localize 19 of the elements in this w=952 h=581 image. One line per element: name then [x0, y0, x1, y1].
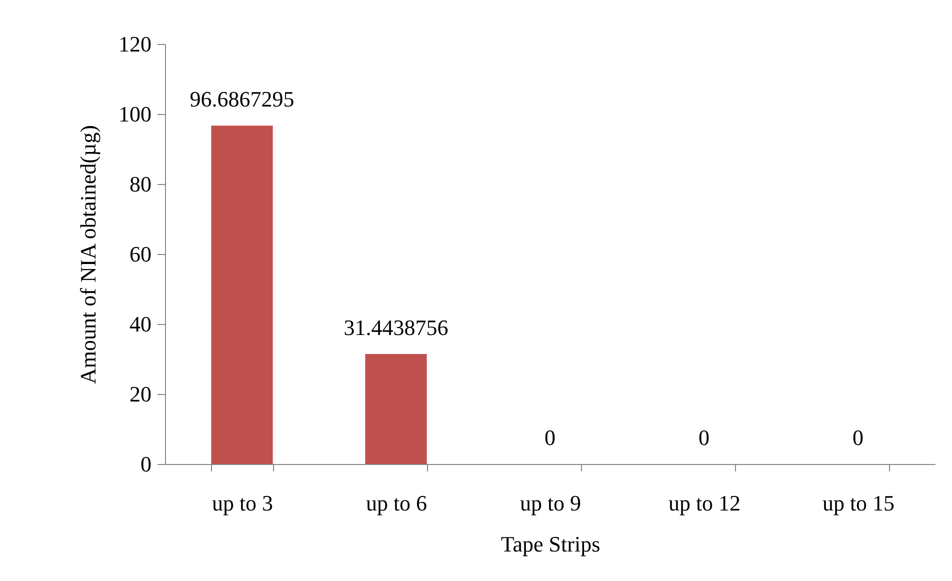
y-tick-label: 80 [130, 172, 152, 196]
data-label: 0 [544, 425, 556, 450]
y-tick-label: 0 [140, 452, 152, 476]
y-tick-label: 60 [130, 242, 152, 266]
x-axis-title: Tape Strips [500, 532, 600, 556]
y-tick-label: 20 [130, 382, 152, 406]
x-tick-label: up to 9 [520, 490, 582, 516]
data-label: 96.6867295 [190, 86, 294, 112]
data-label: 0 [852, 425, 864, 450]
data-label: 0 [698, 425, 710, 450]
y-tick-label: 100 [118, 102, 152, 126]
x-tick-label: up to 15 [822, 490, 895, 516]
y-tick-label: 40 [130, 312, 152, 336]
y-axis-title: Amount of NIA obtained(µg) [76, 125, 100, 384]
x-tick-label: up to 6 [366, 490, 428, 516]
y-tick-label: 120 [118, 32, 152, 56]
data-label: 31.4438756 [344, 314, 448, 340]
x-tick-label: up to 12 [668, 490, 741, 516]
x-tick-label: up to 3 [212, 490, 274, 516]
